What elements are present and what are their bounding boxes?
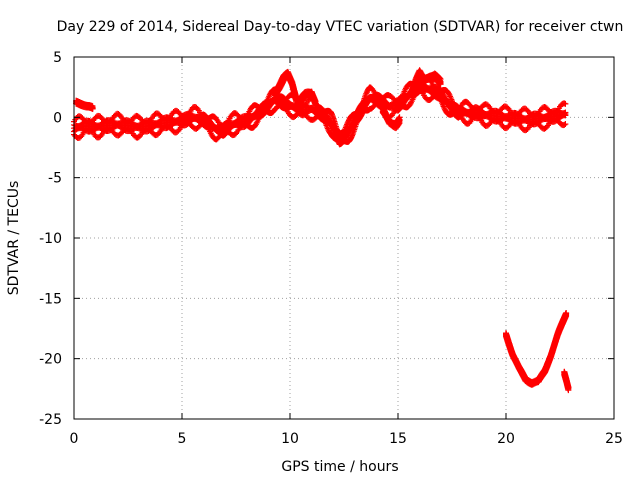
x-tick-label: 10: [281, 431, 299, 447]
x-tick-label: 15: [389, 431, 407, 447]
series-main-band: [71, 75, 569, 148]
y-tick-label: -20: [39, 352, 62, 368]
y-axis-label: SDTVAR / TECUs: [6, 181, 22, 296]
x-tick-label: 20: [497, 431, 515, 447]
data-point: [116, 111, 123, 118]
x-tick-label: 25: [605, 431, 623, 447]
plot-area: [71, 67, 572, 394]
y-tick-label: 5: [53, 50, 62, 66]
y-tick-label: -5: [48, 171, 62, 187]
x-axis-label: GPS time / hours: [281, 459, 398, 475]
data-point: [155, 131, 161, 138]
x-tick-label: 5: [178, 431, 187, 447]
series-dip-tail: [561, 368, 572, 394]
chart-title: Day 229 of 2014, Sidereal Day-to-day VTE…: [57, 19, 624, 35]
y-tick-label: -15: [39, 291, 62, 307]
y-tick-label: -25: [39, 412, 62, 428]
y-tick-label: 0: [53, 110, 62, 126]
series-dip-21h: [503, 309, 570, 388]
x-tick-label: 0: [70, 431, 79, 447]
y-tick-label: -10: [39, 231, 62, 247]
series-start-segment: [73, 97, 96, 112]
